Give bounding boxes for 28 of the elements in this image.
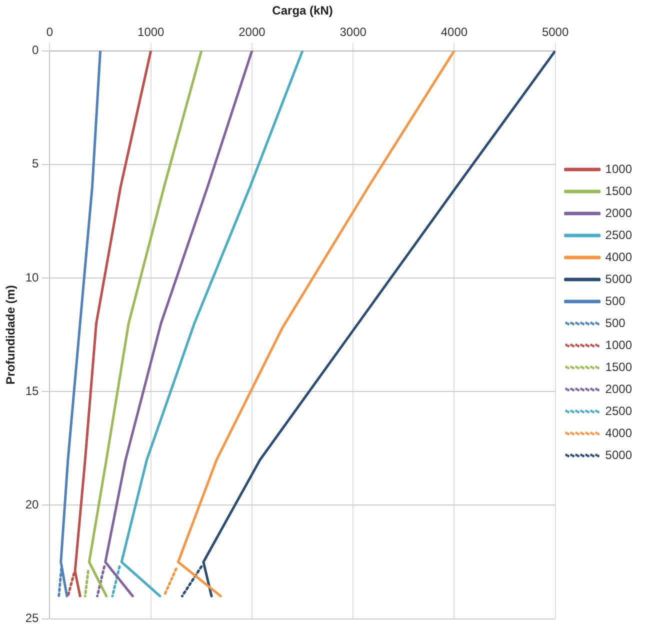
y-tick-label: 5	[32, 156, 40, 171]
legend-label: 5000	[605, 272, 632, 286]
legend-label: 5000	[605, 448, 632, 462]
y-tick-label: 20	[25, 498, 40, 512]
y-axis-title: Profundidade (m)	[4, 285, 18, 384]
y-tick-label: 10	[25, 270, 40, 284]
y-tick-label: 0	[32, 43, 40, 58]
legend-label: 4000	[605, 426, 632, 440]
legend-label: 1500	[605, 360, 632, 374]
legend-label: 2500	[605, 228, 632, 242]
x-axis-title: Carga (kN)	[272, 4, 333, 18]
legend-label: 500	[605, 294, 626, 308]
legend-label: 1000	[605, 338, 632, 352]
x-tick-label: 5000	[542, 24, 569, 39]
legend-label: 4000	[605, 250, 632, 264]
legend-label: 500	[605, 316, 626, 330]
y-tick-label: 15	[25, 384, 40, 398]
x-tick-label: 2000	[238, 24, 266, 39]
legend-label: 2000	[605, 382, 632, 396]
legend-label: 2000	[605, 206, 632, 220]
legend-label: 2500	[605, 404, 632, 418]
legend-label: 1500	[605, 184, 632, 198]
x-tick-label: 4000	[440, 24, 468, 39]
x-tick-label: 1000	[138, 24, 165, 39]
y-tick-label: 25	[25, 611, 40, 626]
legend-label: 1000	[605, 162, 632, 176]
x-tick-label: 0	[46, 24, 54, 39]
x-tick-label: 3000	[340, 24, 367, 39]
